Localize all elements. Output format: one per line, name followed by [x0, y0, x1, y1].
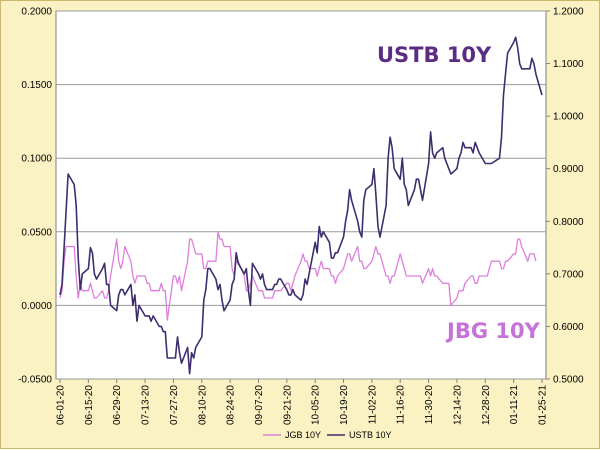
annotation-ustb-label: USTB 10Y: [377, 43, 492, 67]
x-axis-tick-label: 11-02-20: [367, 385, 378, 425]
x-axis-tick-label: 06-01-20: [56, 385, 67, 425]
right-axis-tick-label: 0.5000: [553, 375, 584, 386]
series-line-ustb-10y: [59, 36, 543, 375]
x-axis-tick-label: 06-29-20: [112, 385, 123, 425]
x-axis-tick-label: 07-13-20: [141, 385, 152, 425]
x-axis-tick-label: 07-27-20: [169, 385, 180, 425]
x-axis-tick-label: 06-15-20: [84, 385, 95, 425]
x-axis-tick-label: 09-07-20: [254, 385, 265, 425]
x-axis-tick-label: 10-05-20: [311, 385, 322, 425]
x-axis-tick-label: 11-16-20: [396, 385, 407, 425]
x-axis-tick-label: 10-19-20: [339, 385, 350, 425]
left-axis-tick-label: 0.1500: [21, 80, 52, 91]
left-axis-tick-label: 0.0000: [21, 301, 52, 312]
legend-label: USTB 10Y: [349, 430, 392, 440]
right-axis-tick-label: 0.9000: [553, 164, 584, 175]
right-axis-tick-label: 1.2000: [553, 7, 584, 18]
x-axis-tick-label: 12-14-20: [452, 385, 463, 425]
legend-label: JGB 10Y: [285, 430, 321, 440]
series-line-jgb-10y: [59, 231, 537, 321]
x-axis-tick-label: 01-25-21: [538, 385, 549, 425]
left-axis-tick-label: -0.0500: [18, 375, 52, 386]
left-axis-tick-label: 0.2000: [21, 7, 52, 18]
x-axis-tick-label: 09-21-20: [282, 385, 293, 425]
right-axis-tick-label: 0.7000: [553, 269, 584, 280]
right-axis-tick-label: 1.0000: [553, 112, 584, 123]
x-axis-tick-label: 11-30-20: [424, 385, 435, 425]
x-axis-tick-label: 08-24-20: [226, 385, 237, 425]
left-axis-tick-label: 0.0500: [21, 227, 52, 238]
x-axis-tick-label: 12-28-20: [481, 385, 492, 425]
right-axis-tick-label: 0.6000: [553, 322, 584, 333]
left-axis-tick-label: 0.1000: [21, 154, 52, 165]
right-axis-tick-label: 1.1000: [553, 59, 584, 70]
x-axis-tick-label: 01-11-21: [509, 385, 520, 425]
right-axis-tick-label: 0.8000: [553, 217, 584, 228]
x-axis-tick-label: 08-10-20: [197, 385, 208, 425]
annotation-jbg-label: JBG 10Y: [445, 319, 541, 343]
